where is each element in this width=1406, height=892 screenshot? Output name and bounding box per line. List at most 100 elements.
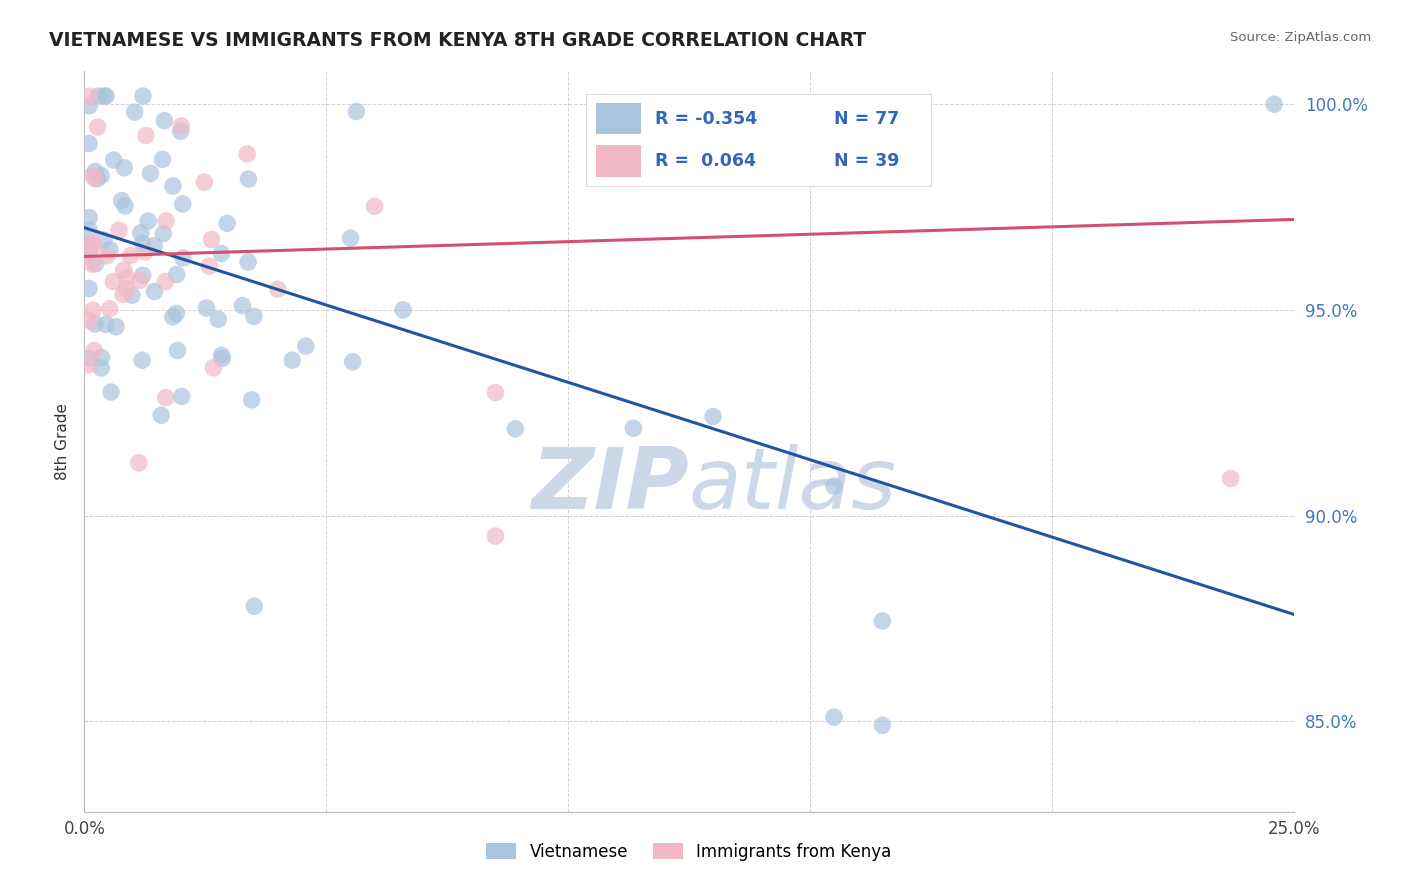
Point xyxy=(162,179,184,194)
Point xyxy=(105,319,128,334)
Point xyxy=(100,384,122,399)
Point xyxy=(84,257,107,271)
Point xyxy=(503,422,526,436)
Point xyxy=(131,235,153,250)
Point xyxy=(82,236,104,251)
Point xyxy=(77,351,100,366)
Point xyxy=(103,275,125,289)
Point xyxy=(209,246,232,260)
Point xyxy=(90,351,112,365)
Point xyxy=(1263,97,1285,112)
Point xyxy=(155,391,177,405)
Point xyxy=(211,348,233,362)
Point xyxy=(112,287,135,301)
Point xyxy=(93,89,115,103)
Point xyxy=(823,479,845,493)
Point xyxy=(77,248,100,262)
Point xyxy=(112,161,135,175)
Point xyxy=(823,710,845,724)
Point xyxy=(98,301,121,316)
Point xyxy=(152,227,174,241)
Point xyxy=(240,392,263,407)
Point xyxy=(111,194,134,208)
Point xyxy=(150,408,173,422)
Point xyxy=(136,214,159,228)
Point xyxy=(90,360,112,375)
Point xyxy=(82,238,104,252)
Point xyxy=(77,89,100,103)
Point xyxy=(134,244,156,259)
Point xyxy=(484,385,506,400)
Point xyxy=(139,166,162,180)
Point xyxy=(243,310,266,324)
Point xyxy=(193,175,215,189)
Point xyxy=(82,303,104,318)
Point xyxy=(129,226,152,240)
Point xyxy=(128,456,150,470)
Point xyxy=(238,172,260,186)
Point xyxy=(872,614,894,628)
Point xyxy=(621,421,644,435)
Point xyxy=(83,171,105,186)
Point xyxy=(162,310,184,324)
Point xyxy=(202,360,225,375)
Point xyxy=(170,389,193,403)
Point xyxy=(281,353,304,368)
Point xyxy=(484,529,506,543)
Point xyxy=(77,238,100,252)
Point xyxy=(872,718,894,732)
Point xyxy=(82,169,104,183)
Point xyxy=(77,246,100,260)
Text: Source: ZipAtlas.com: Source: ZipAtlas.com xyxy=(1230,31,1371,45)
Point xyxy=(115,282,138,296)
Point xyxy=(172,251,194,265)
Point xyxy=(77,313,100,327)
Point xyxy=(86,120,108,134)
Point xyxy=(90,169,112,183)
Text: atlas: atlas xyxy=(689,444,897,527)
Point xyxy=(96,249,118,263)
Point xyxy=(114,199,136,213)
Point xyxy=(77,358,100,372)
Point xyxy=(267,282,290,296)
Point xyxy=(392,302,415,317)
Point xyxy=(211,351,233,366)
Point xyxy=(170,124,193,138)
Point xyxy=(143,238,166,252)
Point xyxy=(166,268,188,282)
Point xyxy=(121,288,143,302)
Point xyxy=(84,164,107,178)
Y-axis label: 8th Grade: 8th Grade xyxy=(55,403,70,480)
Point xyxy=(108,223,131,237)
Point xyxy=(77,281,100,295)
Point xyxy=(295,339,318,353)
Point xyxy=(83,343,105,358)
Point xyxy=(87,89,110,103)
Point xyxy=(115,270,138,285)
Legend: Vietnamese, Immigrants from Kenya: Vietnamese, Immigrants from Kenya xyxy=(479,836,898,867)
Point xyxy=(243,599,266,614)
Point xyxy=(94,89,117,103)
Point xyxy=(170,119,193,133)
Point xyxy=(77,211,100,225)
Point xyxy=(86,171,108,186)
Point xyxy=(217,216,239,230)
Point xyxy=(82,257,104,271)
Point xyxy=(84,317,107,331)
Point xyxy=(339,231,361,245)
Text: VIETNAMESE VS IMMIGRANTS FROM KENYA 8TH GRADE CORRELATION CHART: VIETNAMESE VS IMMIGRANTS FROM KENYA 8TH … xyxy=(49,31,866,50)
Point xyxy=(143,285,166,299)
Point xyxy=(231,299,253,313)
Point xyxy=(172,197,194,211)
Point xyxy=(363,199,385,213)
Text: ZIP: ZIP xyxy=(531,444,689,527)
Point xyxy=(94,318,117,332)
Point xyxy=(77,223,100,237)
Point xyxy=(129,273,152,287)
Point xyxy=(153,113,176,128)
Point xyxy=(103,153,125,167)
Point xyxy=(131,353,153,368)
Point xyxy=(124,105,146,120)
Point xyxy=(200,232,222,246)
Point xyxy=(155,214,177,228)
